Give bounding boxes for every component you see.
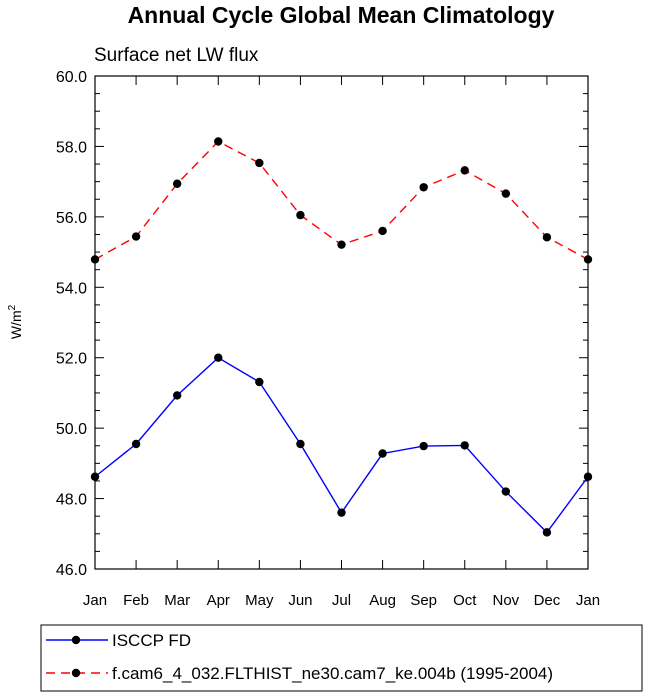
series-1-point (172, 179, 182, 188)
x-tick-label: Jan (576, 592, 600, 609)
series-layer (90, 137, 593, 537)
x-tick-label: May (245, 592, 274, 609)
x-tick-label: Feb (123, 592, 149, 609)
series-1-point (255, 158, 264, 168)
series-1-point (337, 240, 346, 249)
series-1-point (378, 226, 387, 236)
y-tick-label: 56.0 (56, 210, 87, 227)
series-1-point (419, 183, 428, 192)
series-0-point (131, 439, 141, 449)
series-0-point (419, 441, 428, 451)
series-0-point (337, 508, 346, 517)
x-tick-label: Jan (83, 592, 107, 609)
series-0-point (378, 449, 387, 458)
y-axis-label: W/m2 (7, 304, 24, 339)
series-0-point (542, 528, 552, 537)
series-0-point (255, 377, 264, 387)
legend: ISCCP FD f.cam6_4_032.FLTHIST_ne30.cam7_… (40, 624, 643, 692)
x-tick-label: Mar (164, 592, 190, 609)
legend-marker-model (71, 668, 81, 678)
series-0-point (214, 353, 223, 362)
axis-ticks (94, 75, 589, 570)
series-line-0 (94, 356, 589, 534)
y-tick-label: 60.0 (56, 69, 87, 86)
y-axis-label-superscript: 2 (7, 304, 18, 310)
series-0-point (501, 487, 511, 496)
y-tick-label: 48.0 (56, 492, 87, 509)
x-tick-label: Sep (410, 592, 437, 609)
series-1-point (542, 233, 552, 242)
y-tick-label: 54.0 (56, 280, 87, 297)
series-0-point (460, 441, 469, 450)
chart-title: Annual Cycle Global Mean Climatology (128, 2, 555, 28)
series-1-point (214, 137, 223, 146)
legend-label-model: f.cam6_4_032.FLTHIST_ne30.cam7_ke.004b (… (112, 664, 553, 683)
x-tick-label: Apr (207, 592, 230, 609)
series-1-point (460, 166, 469, 175)
y-axis-label-base: W/m (8, 310, 24, 339)
x-tick-label: Jun (288, 592, 312, 609)
x-tick-labels: Jan Feb Mar Apr May Jun Jul Aug Sep Oct Nov Dec Jan (83, 592, 600, 609)
plot-frame (94, 75, 589, 570)
series-0-point (296, 439, 305, 449)
x-tick-label: Oct (453, 592, 477, 609)
y-tick-label: 50.0 (56, 421, 87, 438)
legend-label-isccp: ISCCP FD (112, 631, 191, 650)
y-tick-label: 58.0 (56, 139, 87, 156)
legend-box (40, 624, 643, 692)
svg-text:W/m2: W/m2 (7, 304, 24, 339)
y-tick-labels: 46.0 48.0 50.0 52.0 54.0 56.0 58.0 60.0 (56, 69, 87, 579)
x-tick-label: Dec (534, 592, 561, 609)
y-tick-label: 46.0 (56, 562, 87, 579)
chart-subtitle: Surface net LW flux (94, 45, 259, 66)
legend-marker-isccp (71, 635, 81, 645)
x-tick-label: Aug (369, 592, 396, 609)
series-1-point (501, 189, 511, 198)
x-tick-label: Jul (332, 592, 351, 609)
y-tick-label: 52.0 (56, 351, 87, 368)
x-tick-label: Nov (492, 592, 519, 609)
series-0-point (172, 391, 182, 400)
series-1-point (131, 232, 141, 241)
series-1-point (296, 210, 305, 220)
